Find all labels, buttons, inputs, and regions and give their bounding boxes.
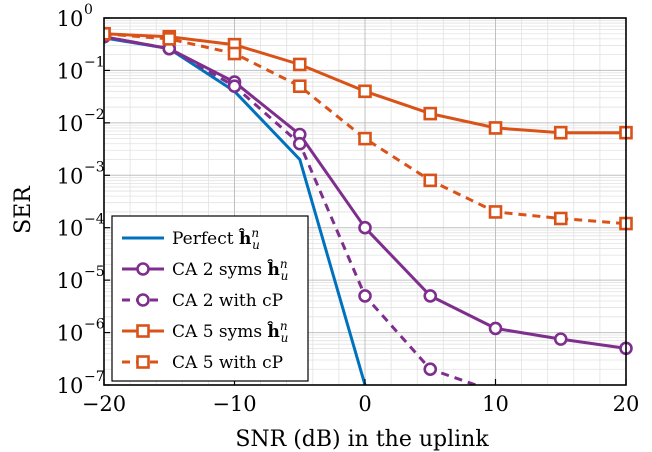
x-tick-label: 20 xyxy=(613,392,640,416)
series-2 xyxy=(104,29,477,385)
legend-marker xyxy=(136,293,150,307)
y-tick-label: 10 xyxy=(57,322,84,346)
legend-label: CA 5 with cP xyxy=(172,353,283,373)
data-point xyxy=(553,211,568,226)
data-point xyxy=(553,125,568,140)
x-tick-label: −10 xyxy=(212,392,256,416)
data-point xyxy=(104,26,111,41)
data-point xyxy=(292,79,307,94)
y-tick-label: 10 xyxy=(57,374,84,398)
data-point xyxy=(423,289,438,303)
data-point xyxy=(162,32,177,46)
y-tick-exponent: −3 xyxy=(84,159,105,175)
data-point xyxy=(292,136,307,151)
legend-marker xyxy=(136,324,150,338)
data-point xyxy=(292,57,307,72)
data-point xyxy=(488,321,503,336)
legend-marker xyxy=(136,355,150,369)
legend-marker xyxy=(136,262,150,276)
legend-label: CA 5 syms ĥn u xyxy=(172,319,288,345)
data-point xyxy=(358,131,372,146)
series-line xyxy=(104,32,627,226)
x-axis-label: SNR (dB) in the uplink xyxy=(235,427,489,452)
y-tick-exponent: 0 xyxy=(84,2,93,18)
x-tick-label: −20 xyxy=(82,392,126,416)
data-point xyxy=(553,332,568,346)
legend-label: CA 2 syms ĥn u xyxy=(172,257,288,283)
data-point xyxy=(423,362,438,377)
y-tick-label: 10 xyxy=(57,164,84,188)
y-tick-label: 10 xyxy=(57,269,84,293)
legend-label: Perfect ĥn u xyxy=(172,226,260,252)
legend-entry: Perfect ĥn u xyxy=(122,226,260,252)
x-tick-label: 10 xyxy=(482,392,509,416)
data-point xyxy=(423,173,438,188)
y-tick-label: 10 xyxy=(57,112,84,136)
legend-entry: CA 2 with cP xyxy=(122,291,283,311)
legend: Perfect ĥn u CA 2 syms ĥn u CA 2 with cP CA… xyxy=(111,215,309,382)
data-point xyxy=(488,121,503,135)
y-tick-label: 10 xyxy=(57,217,84,241)
y-tick-exponent: −5 xyxy=(84,264,105,280)
y-tick-exponent: −7 xyxy=(84,369,105,385)
legend-entry: CA 5 with cP xyxy=(122,353,283,373)
y-tick-exponent: −1 xyxy=(84,54,105,70)
y-tick-label: 10 xyxy=(57,59,84,83)
x-tick-label: 0 xyxy=(358,392,371,416)
y-tick-label: 10 xyxy=(57,7,84,31)
y-tick-exponent: −4 xyxy=(84,212,105,228)
y-tick-exponent: −6 xyxy=(84,317,105,333)
legend-entry: CA 2 syms ĥn u xyxy=(122,257,288,283)
data-point xyxy=(423,106,438,121)
legend-label: CA 2 with cP xyxy=(172,291,283,311)
series-layer xyxy=(104,26,633,385)
data-point xyxy=(227,79,242,94)
data-point xyxy=(358,220,372,235)
data-point xyxy=(358,289,372,303)
y-tick-exponent: −2 xyxy=(84,107,105,123)
data-point xyxy=(358,84,372,99)
series-4 xyxy=(104,26,633,231)
y-axis-label: SER xyxy=(11,185,36,234)
legend-entry: CA 5 syms ĥn u xyxy=(122,319,288,345)
data-point xyxy=(488,205,503,219)
data-point xyxy=(227,46,242,61)
